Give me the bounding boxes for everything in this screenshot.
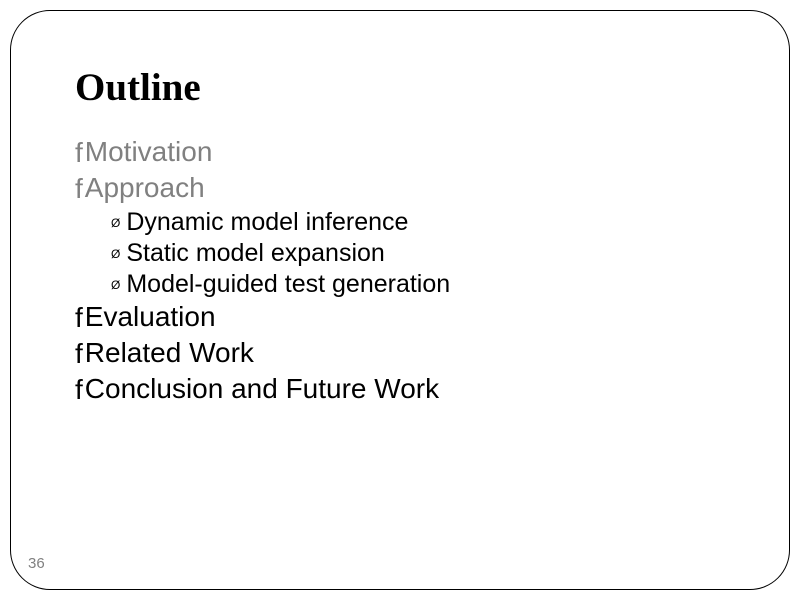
outline-item-text: Evaluation xyxy=(85,301,216,333)
outline-subitem-text: Static model expansion xyxy=(126,239,384,268)
outline-subitem-text: Model-guided test generation xyxy=(126,270,450,299)
slide: Outline f Motivation f Approach Ø Dynami… xyxy=(0,0,800,600)
sub-bullet-icon: Ø xyxy=(111,278,120,292)
outline-subitem-text: Dynamic model inference xyxy=(126,208,408,237)
outline-item: f Approach xyxy=(75,172,740,204)
bullet-icon: f xyxy=(75,302,83,334)
outline-item: f Conclusion and Future Work xyxy=(75,373,740,405)
outline-sublist: Ø Dynamic model inference Ø Static model… xyxy=(111,208,740,299)
bullet-icon: f xyxy=(75,374,83,406)
bullet-icon: f xyxy=(75,137,83,169)
slide-title: Outline xyxy=(75,65,740,110)
outline-item: f Motivation xyxy=(75,136,740,168)
content-area: Outline f Motivation f Approach Ø Dynami… xyxy=(75,65,740,409)
outline-item-text: Motivation xyxy=(85,136,213,168)
outline-item-text: Related Work xyxy=(85,337,254,369)
sub-bullet-icon: Ø xyxy=(111,247,120,261)
outline-item-text: Approach xyxy=(85,172,205,204)
bullet-icon: f xyxy=(75,338,83,370)
outline-item: f Evaluation xyxy=(75,301,740,333)
bullet-icon: f xyxy=(75,173,83,205)
outline-item-text: Conclusion and Future Work xyxy=(85,373,439,405)
outline-subitem: Ø Static model expansion xyxy=(111,239,740,268)
outline-subitem: Ø Model-guided test generation xyxy=(111,270,740,299)
page-number: 36 xyxy=(28,555,45,572)
sub-bullet-icon: Ø xyxy=(111,216,120,230)
outline-subitem: Ø Dynamic model inference xyxy=(111,208,740,237)
outline-item: f Related Work xyxy=(75,337,740,369)
